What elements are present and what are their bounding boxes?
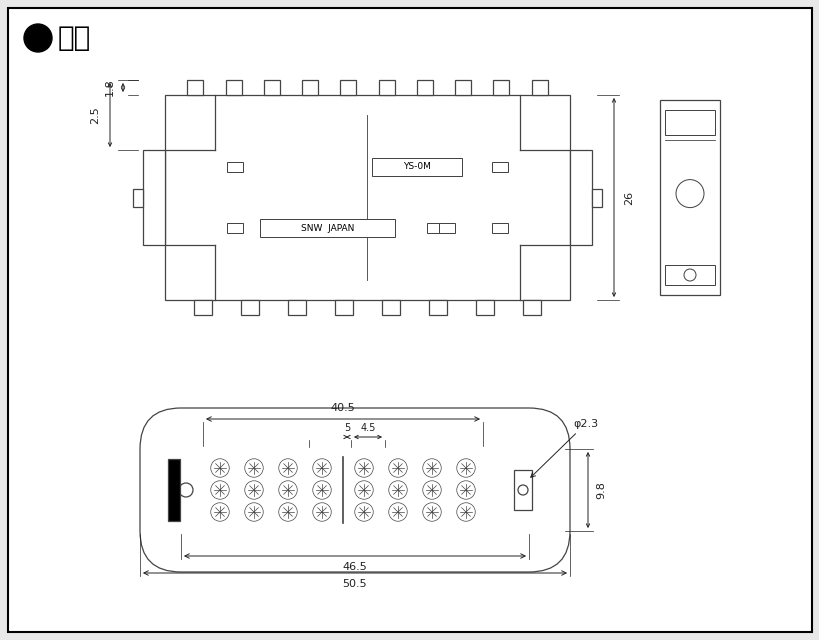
Bar [491,223,508,233]
Circle shape [312,503,331,521]
Circle shape [179,483,192,497]
Circle shape [518,485,527,495]
Bar [439,223,455,233]
Text: 50.5: 50.5 [342,579,367,589]
Bar [194,300,212,315]
Text: 26: 26 [623,191,633,205]
Bar [260,220,395,237]
Bar [340,80,356,95]
Bar [455,80,471,95]
Circle shape [355,459,373,477]
Bar [133,189,143,207]
Text: 4.5: 4.5 [360,423,375,433]
Bar [664,110,714,135]
Bar [165,95,569,300]
Text: 寸法: 寸法 [58,24,91,52]
Bar [491,162,508,172]
Bar [143,150,165,245]
Circle shape [278,503,296,521]
Circle shape [388,459,407,477]
Circle shape [456,459,475,477]
Circle shape [675,180,704,207]
FancyBboxPatch shape [140,408,569,572]
Bar [493,80,509,95]
Text: SNW  JAPAN: SNW JAPAN [301,224,354,233]
Bar [427,162,442,172]
Circle shape [355,481,373,499]
Circle shape [24,24,52,52]
Text: 5: 5 [343,423,350,433]
Text: φ2.3: φ2.3 [530,419,597,477]
Bar [382,300,400,315]
Bar [523,300,541,315]
Circle shape [456,481,475,499]
Bar [372,157,462,176]
Text: 46.5: 46.5 [342,562,367,572]
Bar [427,223,442,233]
Circle shape [312,459,331,477]
Text: 9.8: 9.8 [595,481,605,499]
Circle shape [388,503,407,521]
Circle shape [278,459,296,477]
Bar [664,265,714,285]
Text: 2.5: 2.5 [90,106,100,124]
Circle shape [312,481,331,499]
Bar [569,150,591,245]
Bar [287,300,305,315]
Text: 1.8: 1.8 [105,79,115,97]
Text: 40.5: 40.5 [330,403,355,413]
Bar [531,80,547,95]
Bar [168,459,180,521]
Bar [428,300,446,315]
Circle shape [355,503,373,521]
Bar [335,300,352,315]
Bar [301,80,318,95]
Bar [475,300,493,315]
Bar [591,189,601,207]
Circle shape [388,481,407,499]
Circle shape [244,459,263,477]
Circle shape [210,459,229,477]
Bar [241,300,259,315]
Bar [264,80,279,95]
Bar [659,100,719,295]
Bar [187,80,203,95]
Text: YS-0M: YS-0M [403,163,431,172]
Bar [225,80,242,95]
Circle shape [423,459,441,477]
Bar [416,80,432,95]
Circle shape [423,481,441,499]
Circle shape [244,481,263,499]
Bar [514,470,532,510]
Circle shape [244,503,263,521]
Bar [227,162,242,172]
Circle shape [210,503,229,521]
Circle shape [683,269,695,281]
Circle shape [423,503,441,521]
Circle shape [278,481,296,499]
Circle shape [456,503,475,521]
Bar [227,223,242,233]
Circle shape [210,481,229,499]
Bar [378,80,394,95]
